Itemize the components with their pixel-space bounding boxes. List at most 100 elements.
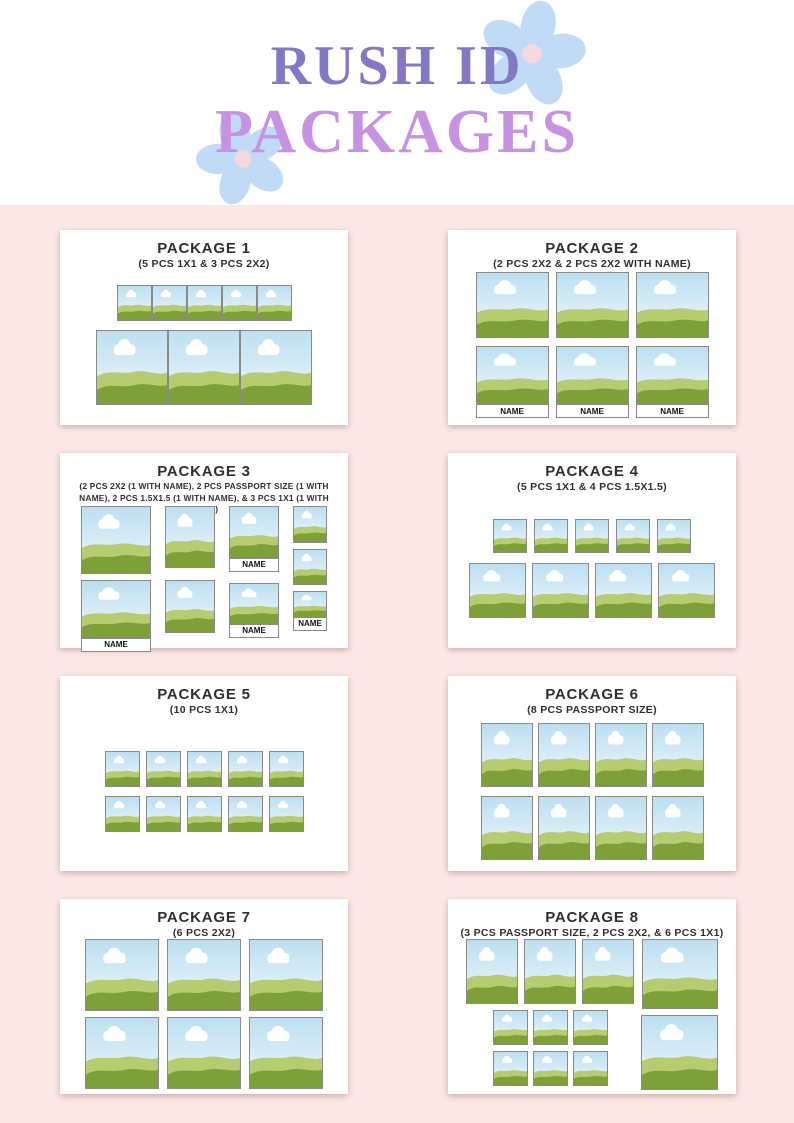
hill-dark <box>556 388 628 405</box>
package-title: PACKAGE 4 <box>545 463 639 480</box>
package-photo-layout <box>66 939 342 1090</box>
hill-dark <box>642 1069 717 1089</box>
cloud-icon <box>177 513 193 527</box>
cloud-icon <box>125 290 136 298</box>
photo-placeholder <box>534 518 568 553</box>
landscape-placeholder-image <box>166 506 214 567</box>
landscape-placeholder-image <box>538 796 589 859</box>
package-photo-layout <box>454 718 730 865</box>
photo-placeholder <box>186 750 222 787</box>
photo-placeholder <box>227 795 263 832</box>
cloud-icon <box>609 569 627 582</box>
landscape-placeholder-image <box>146 751 180 786</box>
photo-placeholder <box>186 795 222 832</box>
photo-placeholder <box>635 272 709 339</box>
cloud-icon <box>98 513 120 529</box>
photo-row <box>480 722 704 787</box>
photo-placeholder-with-name: NAME <box>475 346 549 419</box>
packages-grid: PACKAGE 1 (5 PCS 1X1 & 3 PCS 2X2) PACKAGE … <box>0 205 794 1123</box>
landscape-placeholder-image <box>538 723 589 786</box>
hill-dark <box>294 574 326 584</box>
cloud-icon <box>267 948 290 964</box>
photo-placeholder <box>555 272 629 339</box>
landscape-placeholder-image <box>250 940 322 1011</box>
photo-row <box>116 285 292 322</box>
photo-placeholder <box>256 285 292 322</box>
hill-dark <box>470 602 525 617</box>
hill-dark <box>476 320 548 338</box>
name-label: NAME <box>476 404 548 418</box>
landscape-placeholder-image <box>187 286 221 321</box>
landscape-placeholder-image <box>525 939 575 1003</box>
photo-row <box>469 562 715 618</box>
cloud-icon <box>195 290 206 298</box>
hill-dark <box>250 1069 322 1089</box>
package-photo-layout <box>454 495 730 642</box>
cloud-icon <box>583 523 594 531</box>
cloud-icon <box>160 290 171 298</box>
photo-placeholder <box>594 795 647 860</box>
cloud-icon <box>501 523 512 531</box>
photo-column <box>85 939 323 1090</box>
landscape-placeholder-image <box>481 723 532 786</box>
photo-placeholder <box>268 795 304 832</box>
cloud-icon <box>537 946 553 961</box>
hill-dark <box>636 320 708 338</box>
package-title: PACKAGE 6 <box>545 686 639 703</box>
hill-dark <box>583 985 633 1003</box>
hill-dark <box>152 311 186 321</box>
landscape-placeholder-image <box>636 273 708 338</box>
cloud-icon <box>185 339 208 356</box>
cloud-icon <box>265 290 276 298</box>
cloud-icon <box>653 280 676 295</box>
photo-placeholder-with-name: NAME <box>229 582 279 638</box>
photo-column <box>466 938 634 1086</box>
header: RUSH ID PACKAGES <box>0 0 794 205</box>
hill-dark <box>595 842 646 859</box>
cloud-icon <box>664 803 680 818</box>
cloud-icon <box>98 586 120 600</box>
photo-column <box>96 285 312 406</box>
hill-dark <box>525 985 575 1003</box>
package-title: PACKAGE 8 <box>545 909 639 926</box>
cloud-icon <box>113 755 124 764</box>
hill-dark <box>476 388 548 405</box>
cloud-icon <box>277 800 288 809</box>
cloud-icon <box>573 353 596 367</box>
name-label: NAME <box>230 623 278 637</box>
landscape-placeholder-image <box>652 796 703 859</box>
landscape-placeholder-image <box>241 331 311 405</box>
cloud-icon <box>236 800 247 809</box>
photo-row <box>104 750 304 787</box>
cloud-icon <box>154 800 165 809</box>
landscape-placeholder-image <box>583 939 633 1003</box>
photo-placeholder <box>572 1050 608 1086</box>
package-card-8: PACKAGE 8 (3 PCS PASSPORT SIZE, 2 PCS 2X2… <box>448 899 736 1094</box>
cloud-icon <box>501 1014 512 1022</box>
photo-row <box>466 938 718 1090</box>
cloud-icon <box>550 730 566 745</box>
name-label: NAME <box>636 404 708 418</box>
flower-icon <box>483 0 586 105</box>
photo-placeholder <box>524 938 576 1004</box>
photo-placeholder <box>145 795 181 832</box>
hill-dark <box>228 776 262 786</box>
cloud-icon <box>483 569 501 582</box>
landscape-placeholder-image <box>642 1015 717 1089</box>
hill-dark <box>82 554 150 573</box>
photo-column <box>480 722 704 860</box>
hill-dark <box>652 769 703 786</box>
package-photo-layout <box>454 938 730 1090</box>
hill-dark <box>535 543 567 552</box>
photo-placeholder <box>249 1017 323 1090</box>
package-title: PACKAGE 2 <box>545 240 639 257</box>
package-title: PACKAGE 7 <box>157 909 251 926</box>
photo-placeholder <box>480 795 533 860</box>
hill-dark <box>230 612 278 624</box>
hill-dark <box>146 776 180 786</box>
cloud-icon <box>624 523 635 531</box>
photo-placeholder <box>268 750 304 787</box>
name-label: NAME <box>294 616 326 630</box>
cloud-icon <box>595 946 611 961</box>
